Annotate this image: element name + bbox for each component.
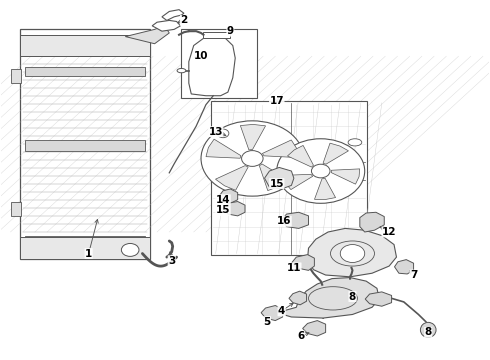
Circle shape bbox=[217, 129, 229, 138]
Polygon shape bbox=[125, 26, 169, 44]
Text: 8: 8 bbox=[425, 327, 432, 337]
Polygon shape bbox=[323, 143, 348, 164]
Polygon shape bbox=[206, 139, 241, 158]
Bar bbox=[11, 202, 21, 216]
Polygon shape bbox=[282, 212, 309, 228]
Text: 17: 17 bbox=[270, 96, 284, 106]
Bar bbox=[20, 237, 150, 259]
Text: 16: 16 bbox=[277, 216, 292, 226]
Bar bbox=[11, 69, 21, 83]
Polygon shape bbox=[360, 212, 384, 232]
Polygon shape bbox=[219, 189, 238, 203]
Text: 14: 14 bbox=[216, 195, 230, 205]
Text: 11: 11 bbox=[287, 263, 301, 273]
Bar bbox=[20, 35, 150, 56]
Circle shape bbox=[277, 139, 365, 203]
Bar bbox=[25, 235, 145, 244]
Polygon shape bbox=[315, 178, 336, 199]
Polygon shape bbox=[224, 202, 245, 216]
Bar bbox=[25, 140, 145, 151]
Bar bbox=[203, 32, 230, 39]
Circle shape bbox=[340, 244, 365, 262]
Polygon shape bbox=[365, 292, 392, 306]
Text: 9: 9 bbox=[227, 26, 234, 36]
Text: 1: 1 bbox=[85, 248, 92, 258]
Circle shape bbox=[242, 150, 263, 166]
Polygon shape bbox=[277, 278, 379, 318]
Text: 8: 8 bbox=[349, 292, 356, 302]
Text: 4: 4 bbox=[278, 306, 285, 316]
Circle shape bbox=[312, 164, 330, 178]
Polygon shape bbox=[241, 125, 266, 150]
Ellipse shape bbox=[177, 68, 186, 73]
Text: 15: 15 bbox=[270, 179, 284, 189]
Polygon shape bbox=[189, 37, 235, 96]
Polygon shape bbox=[261, 306, 283, 320]
Polygon shape bbox=[216, 166, 248, 190]
Polygon shape bbox=[303, 320, 326, 336]
Text: 15: 15 bbox=[216, 206, 230, 216]
Text: 10: 10 bbox=[194, 51, 208, 61]
Polygon shape bbox=[152, 21, 180, 31]
Ellipse shape bbox=[348, 139, 362, 146]
Polygon shape bbox=[331, 169, 360, 184]
Polygon shape bbox=[308, 228, 396, 277]
Text: 3: 3 bbox=[168, 256, 175, 266]
Polygon shape bbox=[162, 10, 184, 21]
Circle shape bbox=[201, 121, 304, 196]
Ellipse shape bbox=[420, 322, 436, 337]
Polygon shape bbox=[292, 255, 315, 270]
Text: 5: 5 bbox=[263, 317, 270, 327]
Polygon shape bbox=[394, 260, 414, 274]
Circle shape bbox=[122, 243, 139, 256]
Polygon shape bbox=[282, 174, 313, 190]
Text: 13: 13 bbox=[208, 127, 223, 136]
Bar bbox=[211, 101, 367, 255]
Polygon shape bbox=[289, 291, 307, 305]
Polygon shape bbox=[259, 164, 289, 190]
Polygon shape bbox=[263, 140, 299, 158]
Bar bbox=[20, 30, 150, 259]
Bar bbox=[181, 30, 257, 98]
Text: 2: 2 bbox=[180, 15, 188, 26]
Bar bbox=[25, 67, 145, 76]
Polygon shape bbox=[288, 145, 314, 167]
Text: 6: 6 bbox=[297, 331, 305, 341]
Polygon shape bbox=[265, 167, 294, 189]
Text: 12: 12 bbox=[382, 227, 396, 237]
Text: 7: 7 bbox=[410, 270, 417, 280]
